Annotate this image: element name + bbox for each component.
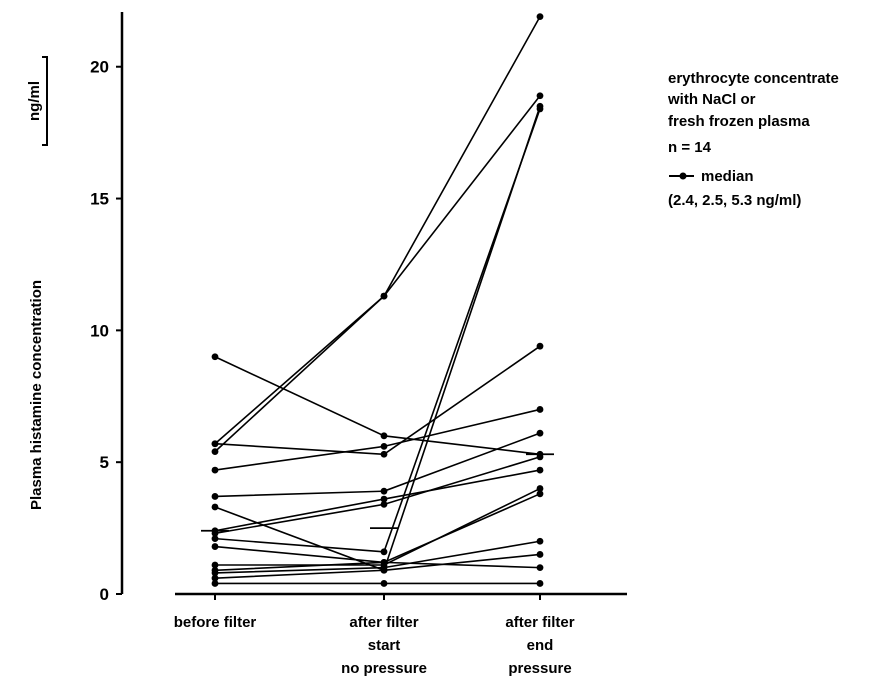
data-point-14-1 <box>380 580 388 587</box>
data-point-12-2 <box>536 537 544 545</box>
data-point-1-1 <box>380 292 388 300</box>
y-tick-label-4: 20 <box>90 58 109 77</box>
x-category-label-0-0: before filter <box>174 614 257 631</box>
x-category-label-2-2: pressure <box>508 660 571 677</box>
x-category-labels: before filter after filter start no pressur… <box>174 594 575 677</box>
x-category-label-1-1: start <box>368 637 401 654</box>
y-tick-label-2: 10 <box>90 321 109 340</box>
series-line-2 <box>214 356 541 456</box>
median-marks <box>201 453 554 532</box>
data-point-0-2 <box>536 13 544 21</box>
series-line-6 <box>214 469 541 532</box>
legend-line-2: with NaCl or <box>667 91 756 108</box>
data-point-1-0 <box>211 448 219 456</box>
x-category-label-1-2: no pressure <box>341 660 427 677</box>
x-category-label-1-0: after filter <box>349 614 418 631</box>
y-axis-label: Plasma histamine concentration <box>28 280 45 510</box>
data-point-15-0 <box>211 566 219 574</box>
data-point-13-0 <box>211 574 219 582</box>
x-category-label-2-0: after filter <box>505 614 574 631</box>
series-line-4 <box>214 408 541 471</box>
y-unit-bracket-left <box>42 56 48 146</box>
data-point-13-1 <box>380 566 388 574</box>
data-point-9-0 <box>211 535 219 543</box>
data-point-11-0 <box>211 561 219 569</box>
legend-line-1: erythrocyte concentrate <box>668 70 839 87</box>
y-axis-label-group: Plasma histamine concentration ng/ml <box>26 56 48 510</box>
series-line-1 <box>214 95 541 453</box>
data-point-4-2 <box>536 406 544 413</box>
legend: erythrocyte concentrate with NaCl or fre… <box>667 70 839 209</box>
data-point-6-1 <box>380 495 388 503</box>
data-point-4-0 <box>211 466 219 474</box>
series-line-5 <box>214 432 541 498</box>
data-point-13-2 <box>536 551 544 558</box>
y-tick-label-0: 0 <box>100 585 109 604</box>
data-point-5-0 <box>211 493 219 500</box>
series-line-15 <box>214 561 541 572</box>
data-point-5-2 <box>536 429 544 437</box>
y-ticks: 0 5 10 15 20 <box>90 58 122 604</box>
series-lines <box>214 16 541 585</box>
data-point-10-0 <box>211 543 219 550</box>
data-point-3-2 <box>536 342 544 350</box>
data-point-7-0 <box>211 529 219 537</box>
axes <box>120 12 627 596</box>
data-point-15-2 <box>536 564 544 572</box>
legend-line-4: n = 14 <box>668 139 712 156</box>
data-point-11-2 <box>536 485 544 492</box>
data-point-10-2 <box>536 490 544 498</box>
data-point-2-1 <box>380 432 388 440</box>
data-point-3-1 <box>380 450 388 458</box>
x-category-label-2-1: end <box>527 637 554 654</box>
legend-median-label: median <box>701 168 754 185</box>
data-point-4-1 <box>380 442 388 450</box>
legend-median-marker <box>669 172 694 180</box>
y-tick-label-3: 15 <box>90 190 109 209</box>
legend-line-3: fresh frozen plasma <box>668 113 810 130</box>
data-point-14-2 <box>536 580 544 587</box>
data-point-8-0 <box>211 503 219 511</box>
data-point-7-1 <box>380 500 388 508</box>
data-point-9-1 <box>380 548 388 556</box>
data-point-6-2 <box>536 466 544 474</box>
data-point-14-0 <box>211 580 219 587</box>
data-point-1-2 <box>536 92 544 100</box>
y-tick-label-1: 5 <box>100 453 109 472</box>
data-point-5-1 <box>380 487 388 495</box>
data-point-2-0 <box>211 353 219 361</box>
legend-median-values: (2.4, 2.5, 5.3 ng/ml) <box>668 192 801 209</box>
data-point-15-1 <box>380 558 388 566</box>
data-point-7-2 <box>536 453 544 461</box>
series-points <box>211 13 544 587</box>
data-point-9-2 <box>536 105 544 113</box>
series-line-9 <box>214 108 541 553</box>
y-axis-unit: ng/ml <box>26 81 43 121</box>
data-point-3-0 <box>211 440 219 448</box>
